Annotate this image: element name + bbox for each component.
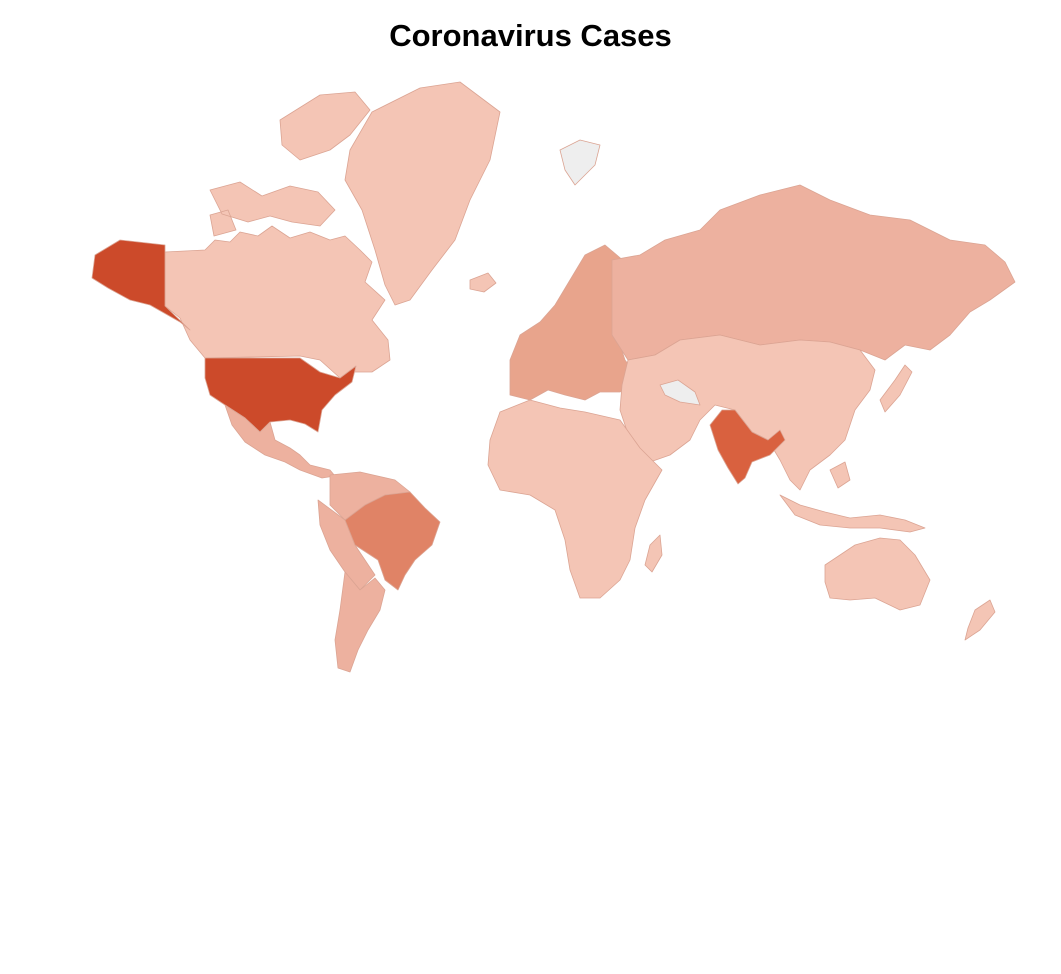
country-turkmenistan[interactable] [659,379,701,406]
country-japan[interactable] [879,364,913,413]
country-mexico[interactable] [224,404,336,479]
country-canada-islands[interactable] [209,91,371,237]
territory-svalbard[interactable] [559,139,601,186]
country-india[interactable] [709,409,786,485]
country-russia[interactable] [611,184,1016,361]
country-greenland[interactable] [344,81,501,306]
country-australia[interactable] [824,537,931,611]
country-brazil[interactable] [344,491,441,591]
country-usa[interactable] [204,357,357,433]
country-canada[interactable] [164,225,391,379]
country-argentina[interactable] [334,571,386,673]
region-asia[interactable] [619,334,876,491]
map-title: Coronavirus Cases [389,18,672,53]
country-iceland[interactable] [469,272,497,293]
country-new-zealand[interactable] [964,599,996,641]
country-alaska[interactable] [91,239,191,331]
country-madagascar[interactable] [644,534,663,573]
region-africa[interactable] [487,399,663,599]
region-maritime-se-asia[interactable] [779,461,926,533]
